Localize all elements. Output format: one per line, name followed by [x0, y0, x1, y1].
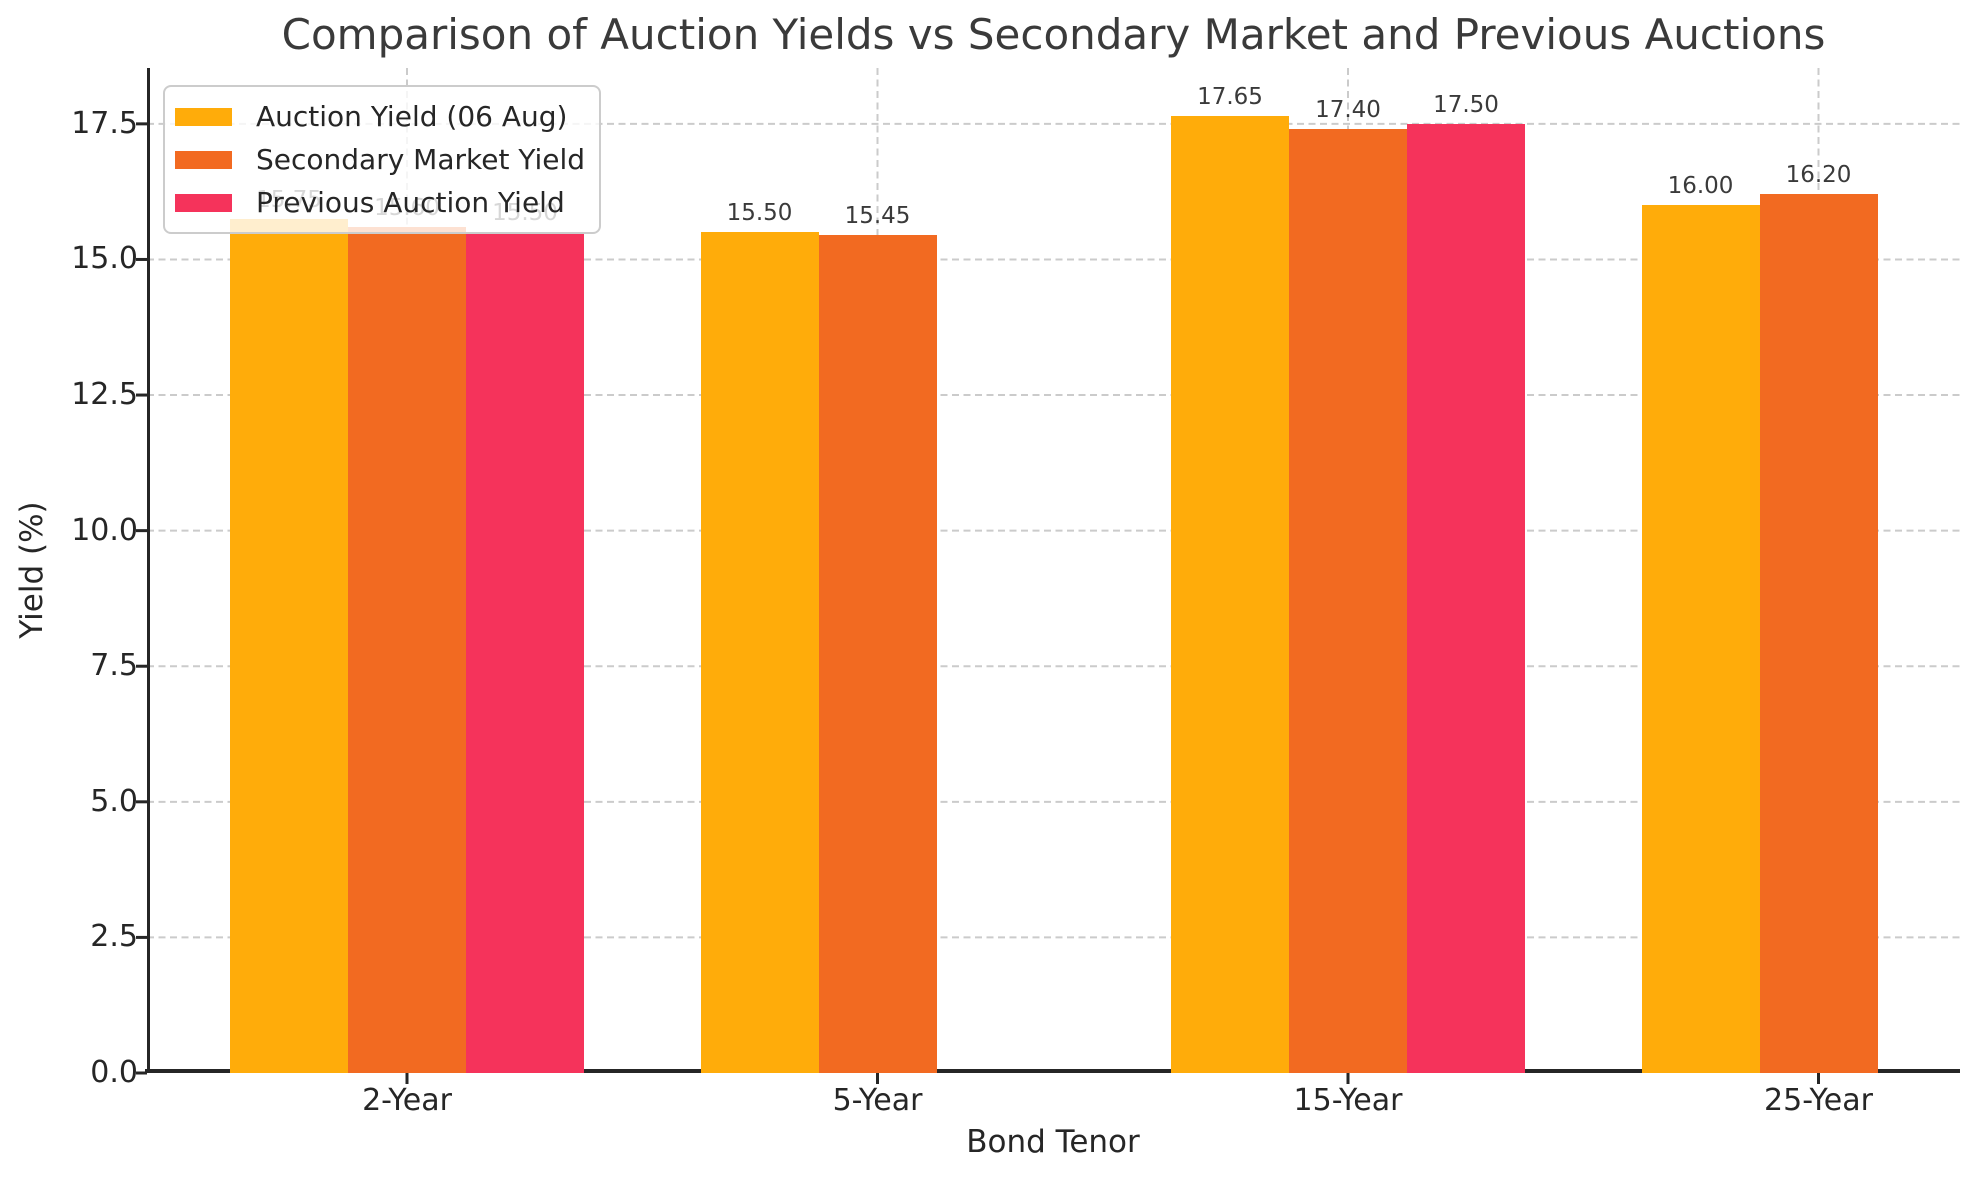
- bar-value-label: 16.20: [1785, 162, 1852, 189]
- y-tick-label: 15.0: [71, 241, 138, 277]
- bar-value-label: 17.50: [1433, 91, 1499, 118]
- x-tick-label: 25-Year: [1764, 1083, 1873, 1118]
- legend-label: Previous Auction Yield: [256, 186, 565, 219]
- bar-2-Year-series1: [348, 226, 466, 1073]
- y-tick-label: 2.5: [90, 919, 138, 955]
- y-tick-label: 10.0: [71, 512, 138, 548]
- legend-label: Secondary Market Yield: [256, 143, 585, 176]
- bar-value-label: 17.65: [1197, 83, 1263, 110]
- plot-area: 15.7515.5017.6516.0015.6015.4517.4016.20…: [136, 68, 1960, 1084]
- bar-value-label: 15.50: [726, 200, 793, 227]
- x-axis-label: Bond Tenor: [966, 1124, 1140, 1160]
- bar-2-Year-series2: [466, 232, 584, 1073]
- legend-label: Auction Yield (06 Aug): [256, 100, 568, 133]
- y-tick-label: 12.5: [71, 377, 138, 413]
- x-tick-label: 5-Year: [832, 1083, 923, 1118]
- legend-swatch-icon: [175, 193, 232, 212]
- legend-item: Auction Yield (06 Aug): [175, 95, 585, 138]
- legend-item: Previous Auction Yield: [175, 181, 585, 224]
- legend: Auction Yield (06 Aug) Secondary Market …: [163, 85, 601, 234]
- bar-15-Year-series1: [1289, 129, 1407, 1073]
- legend-item: Secondary Market Yield: [175, 138, 585, 181]
- y-tick-label: 7.5: [90, 648, 138, 684]
- bar-25-Year-series1: [1759, 194, 1878, 1073]
- x-tick-label: 2-Year: [362, 1083, 452, 1118]
- bar-15-Year-series0: [1171, 115, 1289, 1073]
- legend-swatch-icon: [175, 150, 232, 169]
- bar-25-Year-series0: [1641, 205, 1760, 1073]
- bar-2-Year-series0: [230, 218, 348, 1073]
- y-tick-label: 5.0: [90, 783, 138, 819]
- bar-value-label: 16.00: [1667, 173, 1734, 200]
- chart-title: Comparison of Auction Yields vs Secondar…: [281, 10, 1826, 59]
- bar-5-Year-series0: [700, 232, 819, 1073]
- y-tick-label: 17.5: [71, 105, 138, 141]
- bar-15-Year-series2: [1407, 123, 1525, 1073]
- bar-value-label: 17.40: [1315, 97, 1381, 124]
- bar-5-Year-series1: [818, 235, 937, 1073]
- legend-swatch-icon: [175, 107, 232, 126]
- bar-value-label: 15.45: [844, 203, 911, 230]
- y-tick-label: 0.0: [90, 1055, 138, 1090]
- x-tick-label: 15-Year: [1293, 1083, 1403, 1118]
